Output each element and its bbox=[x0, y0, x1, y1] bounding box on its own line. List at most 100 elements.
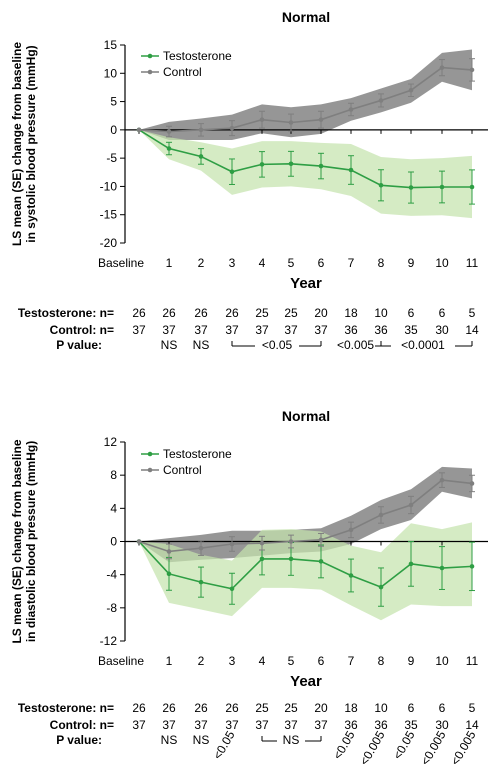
data-point-testosterone bbox=[378, 182, 384, 188]
testosterone-n-value: 25 bbox=[284, 701, 298, 715]
testosterone-n-value: 26 bbox=[132, 306, 146, 320]
legend-label-control: Control bbox=[163, 65, 202, 79]
data-point-testosterone bbox=[229, 586, 235, 592]
data-point-control bbox=[378, 98, 384, 103]
testosterone-n-value: 26 bbox=[194, 306, 208, 320]
control-n-value: 36 bbox=[374, 323, 388, 337]
data-point-control bbox=[439, 477, 445, 483]
data-point-testosterone bbox=[318, 559, 324, 564]
data-point-control bbox=[136, 539, 142, 544]
x-tick-label: 11 bbox=[466, 256, 479, 270]
x-tick-label: 4 bbox=[259, 256, 266, 270]
y-axis-label-line2: in systolic blood pressure (mmHg) bbox=[24, 45, 38, 242]
p-value: <0.05 bbox=[390, 728, 417, 762]
control-n-value: 37 bbox=[314, 718, 328, 732]
control-n-value: 37 bbox=[162, 323, 176, 337]
data-point-control bbox=[378, 512, 384, 518]
data-point-testosterone bbox=[229, 169, 235, 175]
x-tick-label: Baseline bbox=[98, 256, 144, 270]
x-tick-label: 8 bbox=[378, 654, 385, 668]
y-axis-label-line1: LS mean (SE) change from baseline bbox=[10, 42, 24, 246]
x-tick-label: 10 bbox=[435, 654, 449, 668]
data-point-testosterone bbox=[166, 571, 172, 577]
x-tick-label: Baseline bbox=[98, 654, 144, 668]
data-point-testosterone bbox=[318, 163, 324, 169]
data-point-control bbox=[229, 541, 235, 547]
p-value: <0.0001 bbox=[401, 338, 445, 352]
x-tick-label: 6 bbox=[318, 654, 325, 668]
series-line-testosterone bbox=[138, 129, 472, 189]
y-tick-label: -15 bbox=[100, 208, 118, 222]
y-tick-label: 15 bbox=[104, 38, 118, 52]
control-n-label: Control: n= bbox=[50, 323, 114, 337]
control-n-value: 37 bbox=[255, 718, 269, 732]
y-tick-label: -4 bbox=[106, 568, 117, 582]
x-tick-label: 5 bbox=[288, 654, 295, 668]
data-point-testosterone bbox=[408, 185, 414, 190]
data-point-control bbox=[259, 117, 265, 122]
testosterone-n-value: 25 bbox=[255, 701, 269, 715]
x-tick-label: 7 bbox=[348, 256, 355, 270]
control-n-value: 35 bbox=[404, 323, 418, 337]
control-n-value: 37 bbox=[284, 323, 298, 337]
x-tick-label: 10 bbox=[435, 256, 449, 270]
legend-marker-testosterone bbox=[147, 451, 153, 457]
se-band-testosterone bbox=[139, 522, 472, 621]
data-point-testosterone bbox=[439, 565, 445, 571]
control-n-value: 37 bbox=[284, 718, 298, 732]
data-point-testosterone bbox=[198, 154, 204, 159]
data-point-testosterone bbox=[259, 162, 265, 167]
control-n-value: 14 bbox=[465, 718, 479, 732]
data-point-control bbox=[318, 537, 324, 543]
data-point-testosterone bbox=[166, 146, 172, 151]
data-point-control bbox=[318, 117, 324, 122]
x-tick-label: 3 bbox=[229, 654, 236, 668]
series-line-testosterone bbox=[138, 540, 473, 590]
x-tick-label: 1 bbox=[166, 654, 173, 668]
series-line-control bbox=[138, 479, 473, 553]
control-n-value: 37 bbox=[255, 323, 269, 337]
data-point-control bbox=[469, 67, 475, 73]
data-point-testosterone bbox=[408, 561, 414, 567]
testosterone-n-label: Testosterone: n= bbox=[18, 701, 114, 715]
legend-marker-control bbox=[147, 69, 153, 75]
x-tick-label: 7 bbox=[348, 654, 355, 668]
p-value: NS bbox=[193, 338, 210, 352]
control-n-value: 37 bbox=[194, 323, 208, 337]
testosterone-n-value: 20 bbox=[314, 306, 328, 320]
y-tick-label: 0 bbox=[110, 535, 117, 549]
x-tick-label: 8 bbox=[378, 256, 385, 270]
testosterone-n-value: 6 bbox=[439, 306, 446, 320]
y-tick-label: -5 bbox=[106, 151, 117, 165]
se-band-control bbox=[139, 466, 472, 563]
testosterone-n-value: 20 bbox=[314, 701, 328, 715]
x-tick-label: 9 bbox=[408, 256, 415, 270]
y-axis-label-line2: in diastolic blood pressure (mmHg) bbox=[24, 441, 38, 642]
testosterone-n-value: 26 bbox=[162, 306, 176, 320]
y-tick-label: 5 bbox=[110, 95, 117, 109]
data-point-control bbox=[229, 125, 235, 131]
testosterone-n-value: 25 bbox=[255, 306, 269, 320]
control-n-value: 37 bbox=[162, 718, 176, 732]
legend-marker-control bbox=[147, 467, 153, 473]
x-tick-label: 5 bbox=[288, 256, 295, 270]
y-tick-label: 8 bbox=[110, 468, 117, 482]
series-line-control bbox=[138, 66, 473, 133]
testosterone-n-value: 5 bbox=[469, 306, 476, 320]
testosterone-n-value: 25 bbox=[284, 306, 298, 320]
testosterone-n-value: 26 bbox=[194, 701, 208, 715]
data-point-testosterone bbox=[378, 584, 384, 590]
data-point-control bbox=[259, 540, 265, 546]
chart-title: Normal bbox=[282, 408, 330, 424]
data-point-control bbox=[288, 120, 294, 125]
control-n-label: Control: n= bbox=[50, 718, 114, 732]
testosterone-n-value: 10 bbox=[374, 306, 388, 320]
control-n-value: 37 bbox=[194, 718, 208, 732]
p-value: <0.05 bbox=[262, 338, 293, 352]
y-tick-label: 10 bbox=[104, 66, 118, 80]
y-tick-label: 0 bbox=[110, 123, 117, 137]
control-n-value: 37 bbox=[132, 718, 146, 732]
y-tick-label: 12 bbox=[104, 435, 118, 449]
y-axis-label-line1: LS mean (SE) change from baseline bbox=[10, 439, 24, 643]
